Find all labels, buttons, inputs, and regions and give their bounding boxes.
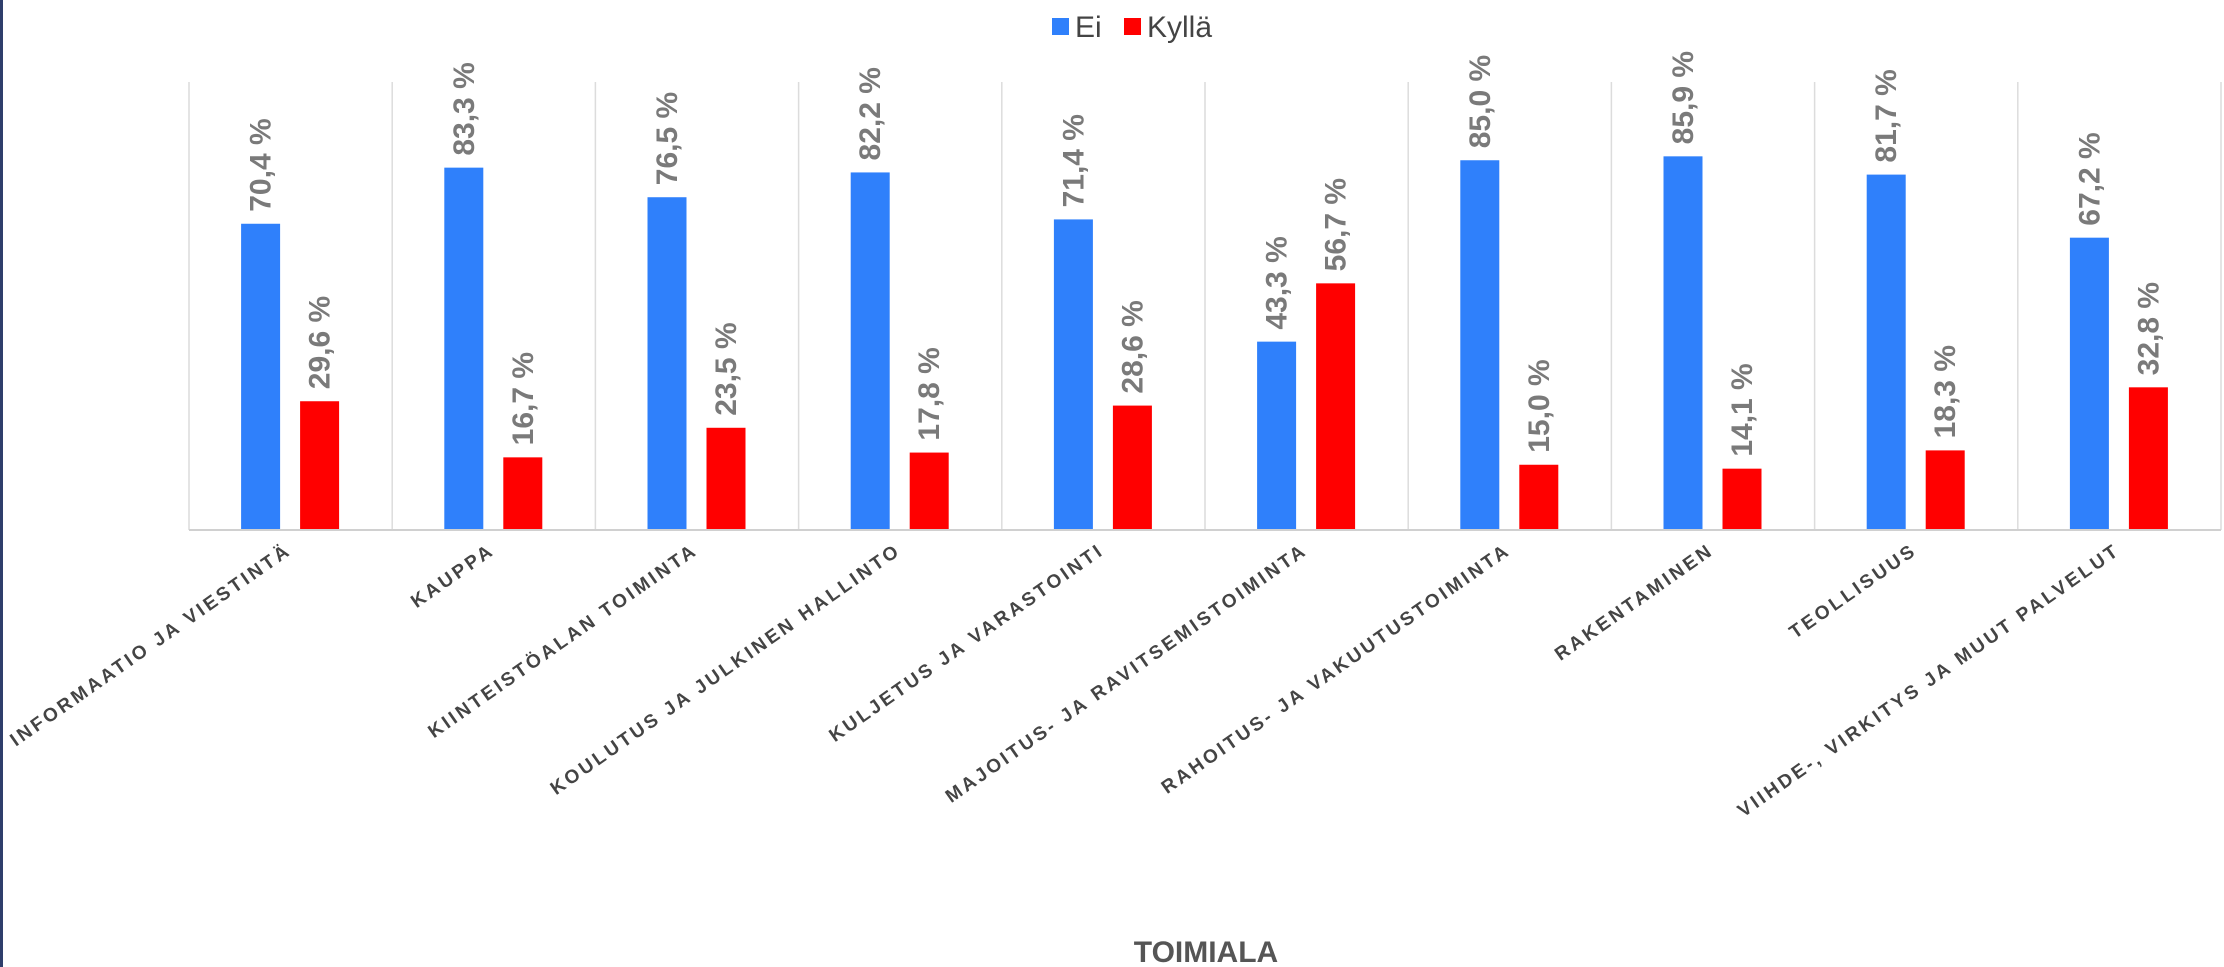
value-label: 15,0 % (1523, 359, 1556, 452)
bar-ei (1053, 219, 1093, 530)
bar-ei (1257, 341, 1297, 530)
bar-chart: Ei Kyllä 70,4 % 83,3 % 76,5 % 82,2 % 71,4 % 43… (7, 11, 2222, 967)
bar-ei (241, 223, 281, 530)
bar-ei (1663, 156, 1703, 530)
value-label: 71,4 % (1057, 114, 1090, 207)
bar-kylla (2128, 387, 2168, 530)
bar-ei (1460, 160, 1500, 530)
value-label: 81,7 % (1870, 69, 1903, 162)
value-label: 23,5 % (710, 322, 743, 415)
bar-kylla (503, 457, 543, 530)
value-label: 85,0 % (1464, 55, 1497, 148)
category-labels: INFORMAATIO JA VIESTINTÄ KAUPPAKIINTEISTÖ… (7, 540, 2125, 822)
value-label: 70,4 % (245, 118, 278, 211)
category-label: VIIHDE-, VIRKITYS JA MUUT PALVELUT (1734, 540, 2124, 822)
value-label: 76,5 % (651, 92, 684, 185)
category-label: MAJOITUS- JA RAVITSEMISTOIMINTA (942, 540, 1312, 808)
value-label: 14,1 % (1726, 363, 1759, 456)
category-label: TEOLLISUUS (1786, 540, 1921, 643)
bar-kylla (1925, 450, 1965, 530)
bar-kylla (909, 452, 949, 530)
value-labels: 70,4 % 83,3 % 76,5 % 82,2 % 71,4 % 43,3 % 85,0… (245, 51, 2166, 457)
legend: Ei Kyllä (1052, 11, 1212, 44)
value-label: 17,8 % (913, 347, 946, 440)
bar-ei (647, 197, 687, 530)
category-label: RAHOITUS- JA VAKUUTUSTOIMINTA (1158, 540, 1515, 799)
legend-swatch-kylla (1124, 18, 1141, 35)
value-label: 18,3 % (1929, 345, 1962, 438)
value-label: 32,8 % (2132, 282, 2165, 375)
bar-ei (850, 172, 890, 530)
value-label: 67,2 % (2073, 132, 2106, 225)
value-label: 56,7 % (1320, 178, 1353, 271)
value-label: 82,2 % (854, 67, 887, 160)
category-label: RAKENTAMINEN (1551, 540, 1718, 665)
legend-label-kylla: Kyllä (1147, 11, 1212, 44)
bar-ei (444, 167, 484, 530)
bar-kylla (1316, 283, 1356, 530)
value-label: 16,7 % (507, 352, 540, 445)
value-label: 43,3 % (1261, 236, 1294, 329)
category-label: INFORMAATIO JA VIESTINTÄ (7, 540, 296, 751)
bar-kylla (1519, 464, 1559, 530)
category-label: KOULUTUS JA JULKINEN HALLINTO (547, 540, 905, 800)
legend-label-ei: Ei (1075, 11, 1102, 44)
category-separators (188, 82, 2222, 530)
bars (241, 156, 2168, 531)
bar-ei (2069, 237, 2109, 530)
bar-ei (1866, 174, 1906, 531)
bar-kylla (300, 401, 340, 530)
bar-kylla (706, 427, 746, 530)
x-axis-title: TOIMIALA (1134, 936, 1278, 967)
value-label: 28,6 % (1116, 300, 1149, 393)
category-label: KAUPPA (407, 540, 498, 613)
bar-kylla (1112, 405, 1152, 530)
value-label: 29,6 % (304, 296, 337, 389)
value-label: 83,3 % (448, 62, 481, 155)
bar-kylla (1722, 468, 1762, 530)
value-label: 85,9 % (1667, 51, 1700, 144)
legend-swatch-ei (1052, 18, 1069, 35)
